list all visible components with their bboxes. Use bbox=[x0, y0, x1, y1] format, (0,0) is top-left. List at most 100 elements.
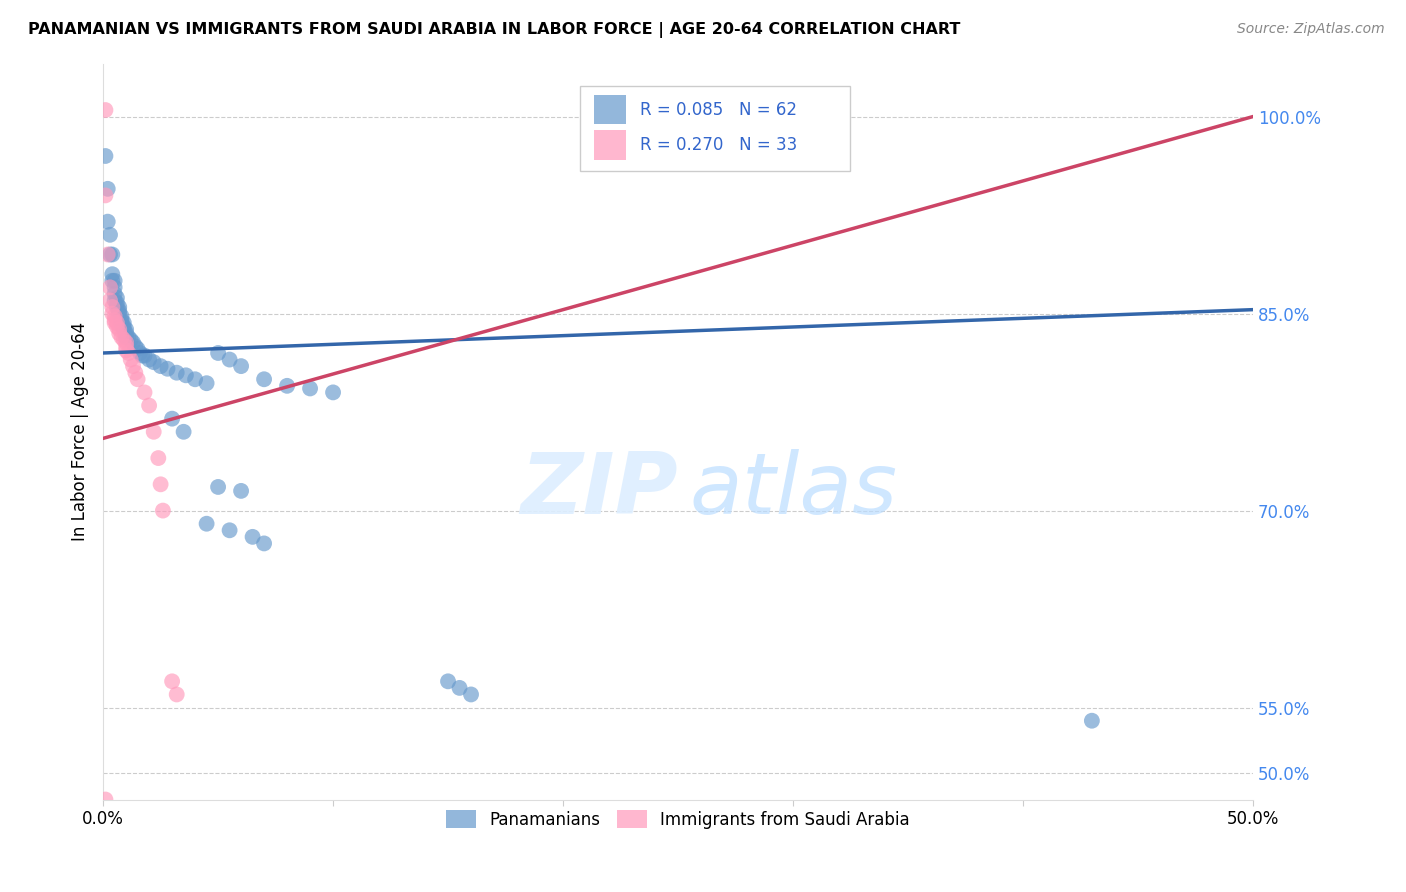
Point bbox=[195, 376, 218, 391]
Point bbox=[105, 291, 128, 305]
Point bbox=[229, 359, 252, 373]
Point bbox=[253, 372, 276, 386]
Point bbox=[98, 280, 121, 294]
Point bbox=[94, 149, 117, 163]
Point bbox=[97, 247, 120, 261]
Point bbox=[166, 688, 188, 702]
Point bbox=[105, 319, 128, 334]
Point bbox=[101, 307, 124, 321]
Text: PANAMANIAN VS IMMIGRANTS FROM SAUDI ARABIA IN LABOR FORCE | AGE 20-64 CORRELATIO: PANAMANIAN VS IMMIGRANTS FROM SAUDI ARAB… bbox=[28, 22, 960, 38]
Text: R = 0.085   N = 62: R = 0.085 N = 62 bbox=[640, 101, 797, 119]
FancyBboxPatch shape bbox=[595, 130, 626, 160]
Point bbox=[94, 103, 117, 117]
Point bbox=[229, 483, 252, 498]
Point bbox=[98, 247, 121, 261]
Point bbox=[112, 322, 135, 336]
Point bbox=[115, 330, 138, 344]
Legend: Panamanians, Immigrants from Saudi Arabia: Panamanians, Immigrants from Saudi Arabi… bbox=[439, 804, 917, 835]
Point bbox=[460, 688, 482, 702]
Point bbox=[112, 333, 135, 347]
Point bbox=[138, 352, 160, 367]
Point bbox=[110, 316, 132, 330]
Point bbox=[104, 280, 127, 294]
Point bbox=[134, 349, 156, 363]
Point bbox=[437, 674, 460, 689]
Text: Source: ZipAtlas.com: Source: ZipAtlas.com bbox=[1237, 22, 1385, 37]
Point bbox=[160, 674, 183, 689]
Point bbox=[104, 310, 127, 324]
Text: atlas: atlas bbox=[689, 450, 897, 533]
Point bbox=[1081, 714, 1104, 728]
Point bbox=[299, 381, 322, 395]
Point bbox=[149, 359, 172, 373]
Point bbox=[104, 313, 127, 327]
Point bbox=[138, 399, 160, 413]
Point bbox=[110, 310, 132, 324]
Point bbox=[108, 326, 131, 341]
Point bbox=[156, 361, 179, 376]
Point bbox=[207, 480, 229, 494]
Point bbox=[108, 304, 131, 318]
Point bbox=[142, 355, 165, 369]
Point bbox=[122, 335, 145, 350]
Point bbox=[174, 368, 197, 383]
Point bbox=[115, 322, 138, 336]
Point bbox=[105, 296, 128, 310]
Point bbox=[112, 319, 135, 334]
Point bbox=[120, 352, 142, 367]
Point bbox=[101, 300, 124, 314]
Point bbox=[108, 300, 131, 314]
Text: R = 0.270   N = 33: R = 0.270 N = 33 bbox=[640, 136, 797, 154]
Point bbox=[449, 681, 471, 695]
Point bbox=[166, 366, 188, 380]
Point bbox=[207, 346, 229, 360]
Point bbox=[276, 379, 298, 393]
Point bbox=[218, 523, 240, 537]
Point bbox=[131, 349, 153, 363]
Point bbox=[104, 316, 127, 330]
Point bbox=[112, 316, 135, 330]
FancyBboxPatch shape bbox=[581, 87, 851, 170]
Point bbox=[117, 346, 139, 360]
Point bbox=[105, 316, 128, 330]
Point bbox=[115, 339, 138, 353]
Point bbox=[242, 530, 264, 544]
Point bbox=[98, 227, 121, 242]
Point bbox=[149, 477, 172, 491]
Point bbox=[173, 425, 195, 439]
Point bbox=[129, 346, 152, 360]
Point bbox=[184, 372, 207, 386]
Point bbox=[124, 366, 146, 380]
Point bbox=[142, 425, 165, 439]
Point bbox=[94, 792, 117, 806]
Point bbox=[110, 313, 132, 327]
FancyBboxPatch shape bbox=[595, 95, 626, 124]
Point bbox=[117, 330, 139, 344]
Point bbox=[101, 247, 124, 261]
Point bbox=[108, 322, 131, 336]
Point bbox=[115, 343, 138, 358]
Point bbox=[115, 326, 138, 341]
Point bbox=[104, 293, 127, 308]
Point bbox=[122, 359, 145, 373]
Point bbox=[134, 385, 156, 400]
Point bbox=[104, 274, 127, 288]
Point bbox=[108, 307, 131, 321]
Point bbox=[94, 188, 117, 202]
Point bbox=[98, 293, 121, 308]
Point bbox=[218, 352, 240, 367]
Point bbox=[104, 286, 127, 301]
Point bbox=[127, 372, 149, 386]
Point bbox=[160, 411, 183, 425]
Point bbox=[97, 214, 120, 228]
Point bbox=[97, 182, 120, 196]
Point bbox=[152, 503, 174, 517]
Point bbox=[120, 333, 142, 347]
Point bbox=[115, 335, 138, 350]
Y-axis label: In Labor Force | Age 20-64: In Labor Force | Age 20-64 bbox=[72, 322, 89, 541]
Point bbox=[148, 451, 170, 466]
Point bbox=[253, 536, 276, 550]
Point bbox=[101, 274, 124, 288]
Text: ZIP: ZIP bbox=[520, 450, 678, 533]
Point bbox=[195, 516, 218, 531]
